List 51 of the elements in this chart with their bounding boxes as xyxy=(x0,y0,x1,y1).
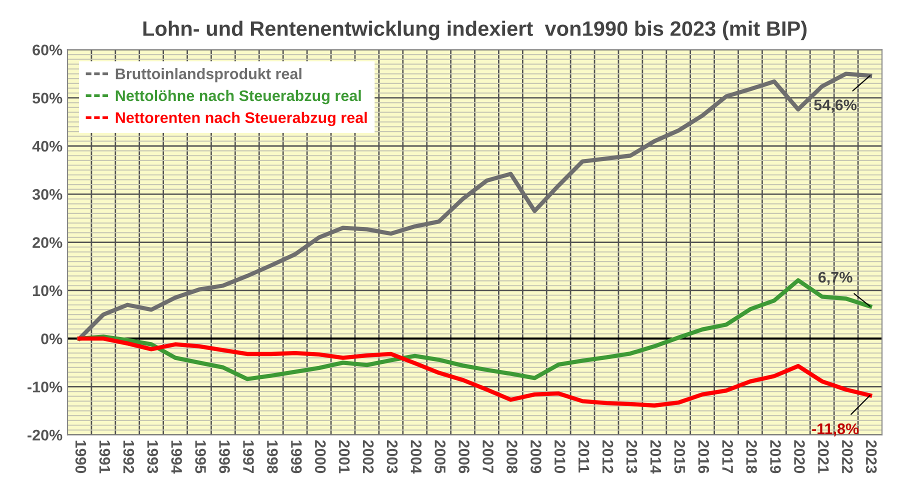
legend-label: Nettolöhne nach Steuerabzug real xyxy=(116,90,361,104)
legend-label: Nettorenten nach Steuerabzug real xyxy=(116,112,367,126)
y-tick-label: 60% xyxy=(32,44,62,56)
x-tick-label: 2016 xyxy=(698,440,710,474)
x-tick-label: 1991 xyxy=(99,440,110,474)
x-tick-label: 2023 xyxy=(866,440,877,474)
x-tick-label: 2018 xyxy=(746,440,757,474)
x-tick-label: 2012 xyxy=(602,440,614,474)
x-tick-label: 1994 xyxy=(171,440,182,474)
x-tick-label: 1993 xyxy=(147,440,158,474)
x-tick-label: 2011 xyxy=(578,440,590,472)
x-tick-label: 1997 xyxy=(243,440,254,474)
chart-title: Lohn- und Rentenentwicklung indexiert von1990 bis 2023 (mit BIP) xyxy=(143,20,807,40)
y-tick-label: -20% xyxy=(28,430,62,441)
x-tick-label: 1990 xyxy=(75,440,86,474)
y-tick-label: 10% xyxy=(33,285,62,296)
y-tick-label: 0% xyxy=(41,333,62,344)
x-tick-label: 2005 xyxy=(434,440,446,474)
x-tick-label: 2001 xyxy=(338,440,350,474)
x-tick-label: 1996 xyxy=(219,440,230,474)
x-tick-label: 2007 xyxy=(482,440,494,474)
x-tick-label: 1995 xyxy=(195,440,206,474)
y-tick-label: 30% xyxy=(32,189,62,200)
line-series xyxy=(77,336,872,408)
x-tick-label: 2004 xyxy=(410,440,422,474)
x-tick-label: 2022 xyxy=(842,440,853,474)
annotation: -11,8% xyxy=(812,423,859,436)
x-tick-label: 2015 xyxy=(674,440,686,474)
y-tick-label: 50% xyxy=(32,92,62,104)
x-tick-label: 1998 xyxy=(267,440,278,474)
x-tick-label: 2019 xyxy=(770,440,781,474)
x-tick-label: 2008 xyxy=(506,440,518,474)
x-tick-label: 2000 xyxy=(314,440,326,474)
y-tick-label: 20% xyxy=(32,237,62,248)
x-tick-label: 2014 xyxy=(650,440,662,474)
x-tick-label: 1992 xyxy=(123,440,134,474)
x-tick-label: 2017 xyxy=(722,440,734,474)
x-tick-label: 2010 xyxy=(554,440,566,474)
y-tick-label: 40% xyxy=(32,140,62,152)
x-tick-label: 2009 xyxy=(530,440,542,474)
x-tick-label: 2006 xyxy=(458,440,470,474)
x-tick-label: 1999 xyxy=(290,440,302,474)
x-tick-label: 2021 xyxy=(818,440,829,474)
x-tick-label: 2013 xyxy=(626,440,638,474)
x-tick-label: 2020 xyxy=(794,440,805,474)
annotation: 54,6% xyxy=(814,100,857,113)
x-tick-label: 2002 xyxy=(362,440,374,474)
y-tick-label: -10% xyxy=(28,382,62,392)
annotation: 6,7% xyxy=(818,272,852,285)
x-tick-label: 2003 xyxy=(386,440,398,474)
legend-label: Bruttoinlandsprodukt real xyxy=(116,68,302,82)
